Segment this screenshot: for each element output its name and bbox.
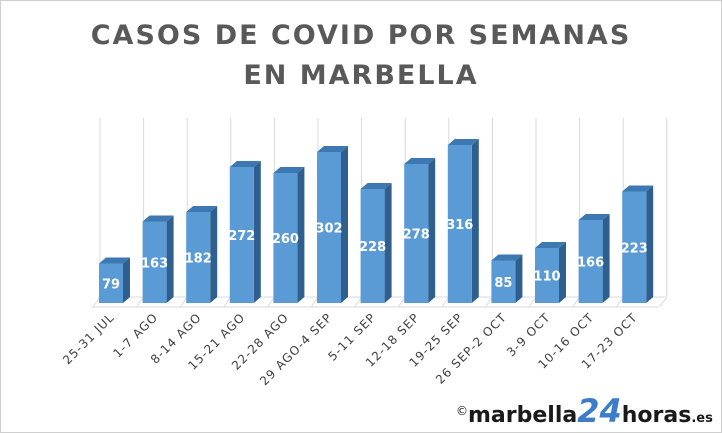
- bar: [317, 146, 348, 303]
- bar-front: [578, 220, 603, 303]
- bar: [229, 161, 261, 303]
- chart-title: CASOS DE COVID POR SEMANAS EN MARBELLA: [0, 16, 722, 96]
- bar: [491, 254, 523, 303]
- floor-gridline: [266, 296, 275, 308]
- bar-front: [447, 145, 472, 303]
- watermark-tld: .es: [691, 411, 713, 426]
- bar: [273, 167, 305, 303]
- watermark-number: 24: [577, 392, 622, 430]
- bar-side: [428, 158, 436, 303]
- bar: [578, 214, 610, 303]
- floor-gridline: [659, 296, 668, 308]
- bar-side: [602, 214, 610, 303]
- bar-front: [273, 173, 298, 303]
- bar-top: [622, 185, 654, 192]
- bar-top: [535, 242, 566, 248]
- floor-gridline: [572, 296, 581, 308]
- data-label: 166: [577, 256, 604, 271]
- bar-side: [559, 242, 566, 303]
- floor-gridline: [354, 296, 363, 308]
- bar: [99, 257, 130, 303]
- bar: [360, 183, 392, 303]
- bars: [99, 139, 654, 303]
- data-labels: 79 163 182 272 260 302 228 278 316 85 110 166 223: [102, 218, 648, 292]
- chart-title-line-2: EN MARBELLA: [243, 60, 479, 91]
- bar: [535, 242, 566, 303]
- bar-side: [166, 215, 174, 303]
- watermark-copyright: ©: [456, 404, 468, 418]
- data-label: 316: [446, 218, 473, 233]
- bar-side: [297, 167, 305, 303]
- bar-front: [142, 221, 167, 303]
- floor-gridline: [484, 296, 493, 308]
- bar-top: [578, 214, 610, 220]
- bar: [186, 206, 218, 303]
- bar-top: [491, 254, 523, 261]
- watermark-part1: marbella: [468, 403, 578, 428]
- bar-side: [515, 254, 523, 303]
- bar-front: [535, 248, 559, 303]
- data-label: 79: [102, 277, 120, 292]
- bar-side: [384, 183, 392, 303]
- data-label: 182: [185, 252, 212, 267]
- bar-front: [491, 260, 516, 303]
- bar-top: [317, 146, 348, 152]
- data-label: 110: [533, 270, 560, 285]
- bar: [622, 185, 654, 303]
- bar-top: [360, 183, 392, 189]
- floor-gridline: [223, 296, 232, 308]
- data-label: 260: [272, 232, 299, 247]
- bar-front: [186, 212, 211, 303]
- data-label: 278: [403, 228, 430, 243]
- bar-side: [123, 257, 130, 303]
- bar: [142, 215, 174, 303]
- bar-front: [360, 189, 385, 303]
- bar-top: [186, 206, 218, 212]
- floor-gridline: [397, 296, 406, 308]
- bar-front: [404, 164, 429, 303]
- data-label: 302: [315, 222, 342, 237]
- floor-gridline: [310, 296, 319, 308]
- floor-gridline: [136, 296, 145, 308]
- x-tick-label: 25-31 JUL: [60, 310, 117, 367]
- site-watermark: ©marbella24horas.es: [456, 392, 713, 430]
- bar-side: [341, 146, 348, 303]
- bar-front: [317, 152, 341, 303]
- bar-top: [447, 139, 479, 145]
- bar-side: [471, 139, 479, 303]
- floor-gridline: [615, 296, 624, 308]
- bar-top: [99, 257, 130, 264]
- floor-gridline: [179, 296, 188, 308]
- bar: [447, 139, 479, 303]
- bar-top: [142, 215, 174, 222]
- bar-side: [253, 161, 261, 303]
- data-label: 85: [494, 276, 512, 291]
- data-label: 223: [621, 241, 648, 256]
- bar-side: [210, 206, 218, 303]
- floor-gridline: [441, 296, 450, 308]
- bar-front: [622, 191, 647, 303]
- bar: [404, 158, 436, 303]
- bar-top: [229, 161, 261, 167]
- data-label: 272: [228, 229, 255, 244]
- chart-title-line-1: CASOS DE COVID POR SEMANAS: [90, 20, 632, 51]
- data-label: 163: [141, 256, 168, 271]
- bar-top: [273, 167, 305, 173]
- floor-gridline: [528, 296, 537, 308]
- watermark-part3: horas: [621, 403, 692, 428]
- bar-top: [404, 158, 436, 164]
- bar-front: [229, 167, 254, 303]
- bar-front: [99, 263, 123, 303]
- data-label: 228: [359, 240, 386, 255]
- floor-gridline: [92, 296, 101, 308]
- bar-side: [646, 185, 654, 303]
